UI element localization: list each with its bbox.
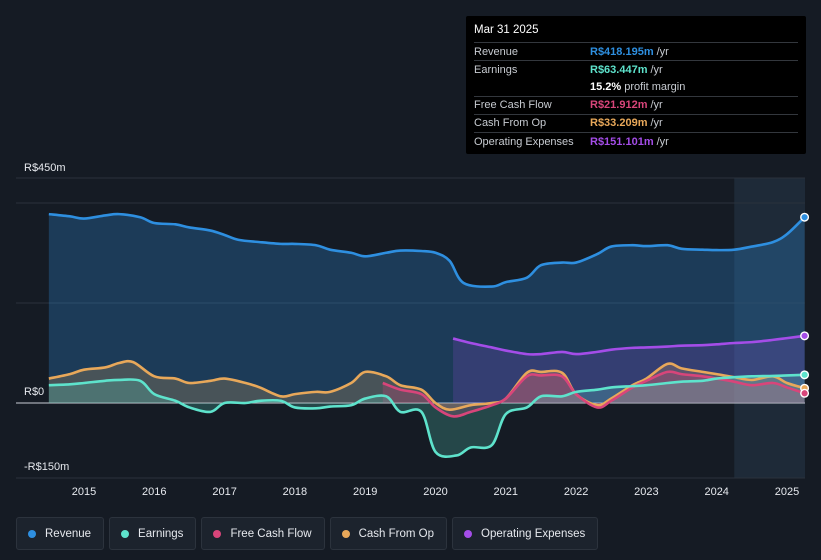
earnings-line — [48, 373, 805, 458]
tooltip-row-value: 15.2% — [590, 80, 622, 93]
legend-dot-icon — [464, 529, 473, 538]
revenue-end-dot — [800, 212, 810, 222]
data-tooltip: Mar 31 2025 Revenue R$418.195m/yr Earnings… — [466, 16, 806, 154]
tooltip-row-label: Cash From Op — [474, 117, 547, 130]
cash-from-op-line — [48, 359, 805, 411]
legend-dot-icon — [28, 529, 36, 538]
legend-label: Revenue — [45, 527, 92, 540]
y-label-bottom: -R$150m — [24, 461, 69, 473]
legend-item-cash-from-op[interactable]: Cash From Op — [329, 517, 448, 550]
tooltip-row: 15.2% profit margin — [474, 78, 798, 95]
free-cash-flow-line — [382, 370, 805, 418]
x-tick-label: 2025 — [775, 486, 799, 498]
y-axis-labels: R$450m R$0 -R$150m — [24, 162, 69, 473]
revenue-line — [48, 212, 806, 288]
legend-label: Earnings — [138, 527, 184, 540]
legend-item-revenue[interactable]: Revenue — [16, 517, 105, 550]
chart-grid — [16, 177, 805, 479]
tooltip-row: Earnings R$63.447m/yr — [474, 60, 798, 78]
tooltip-row-value: R$63.447m — [590, 63, 648, 76]
x-tick-label: 2017 — [212, 486, 236, 498]
x-tick-label: 2019 — [353, 486, 377, 498]
legend-label: Cash From Op — [358, 527, 435, 540]
tooltip-row-label: Earnings — [474, 63, 518, 76]
legend-dot-icon — [213, 529, 222, 538]
x-tick-label: 2023 — [634, 486, 658, 498]
tooltip-row-unit: /yr — [656, 45, 669, 58]
earnings-end-dot — [800, 370, 810, 380]
tooltip-row-value: R$418.195m — [590, 45, 654, 58]
y-label-top: R$450m — [24, 162, 66, 174]
chart-legend: Revenue Earnings Free Cash Flow Cash From O… — [16, 517, 599, 550]
operating-expenses-area — [453, 335, 805, 403]
operating-expenses-end-dot — [800, 331, 810, 341]
tooltip-row-label: Operating Expenses — [474, 135, 574, 148]
legend-dot-icon — [121, 529, 130, 538]
tooltip-row-unit: /yr — [650, 63, 663, 76]
tooltip-rows: Revenue R$418.195m/yr Earnings R$63.447m/yr… — [474, 42, 798, 150]
tooltip-row-label: Free Cash Flow — [474, 99, 552, 112]
x-axis-labels: 2015 2016 2017 2018 2019 2020 2021 2022 2023 2024… — [72, 486, 799, 498]
tooltip-row-value: R$21.912m — [590, 99, 648, 112]
legend-item-free-cash-flow[interactable]: Free Cash Flow — [201, 517, 325, 550]
revenue-area — [48, 214, 805, 403]
legend-dot-icon — [341, 529, 350, 538]
chart-lines — [48, 212, 806, 458]
tooltip-row-value: R$151.101m — [590, 135, 654, 148]
x-tick-label: 2016 — [142, 486, 166, 498]
tooltip-row: Free Cash Flow R$21.912m/yr — [474, 95, 798, 114]
x-tick-label: 2018 — [283, 486, 307, 498]
operating-expenses-line — [452, 334, 805, 356]
x-tick-label: 2021 — [494, 486, 518, 498]
tooltip-row: Revenue R$418.195m/yr — [474, 42, 798, 60]
tooltip-row: Cash From Op R$33.209m/yr — [474, 113, 798, 132]
tooltip-row-unit: /yr — [656, 135, 669, 148]
tooltip-date: Mar 31 2025 — [474, 24, 539, 36]
legend-item-earnings[interactable]: Earnings — [109, 517, 197, 550]
x-tick-label: 2022 — [564, 486, 588, 498]
free-cash-flow-end-dot — [800, 388, 810, 398]
x-tick-label: 2015 — [72, 486, 96, 498]
tooltip-row-unit: /yr — [650, 117, 663, 130]
x-tick-label: 2024 — [704, 486, 728, 498]
legend-label: Free Cash Flow — [230, 527, 312, 540]
x-tick-label: 2020 — [423, 486, 447, 498]
tooltip-row-value: R$33.209m — [590, 117, 648, 130]
tooltip-row-unit: profit margin — [624, 80, 686, 93]
y-label-zero: R$0 — [24, 386, 44, 398]
chart-end-dots — [800, 212, 810, 398]
legend-item-operating-expenses[interactable]: Operating Expenses — [452, 517, 599, 550]
tooltip-row-label: Revenue — [474, 45, 519, 58]
legend-label: Operating Expenses — [481, 527, 586, 540]
tooltip-row-unit: /yr — [650, 99, 663, 112]
tooltip-row: Operating Expenses R$151.101m/yr — [474, 131, 798, 150]
